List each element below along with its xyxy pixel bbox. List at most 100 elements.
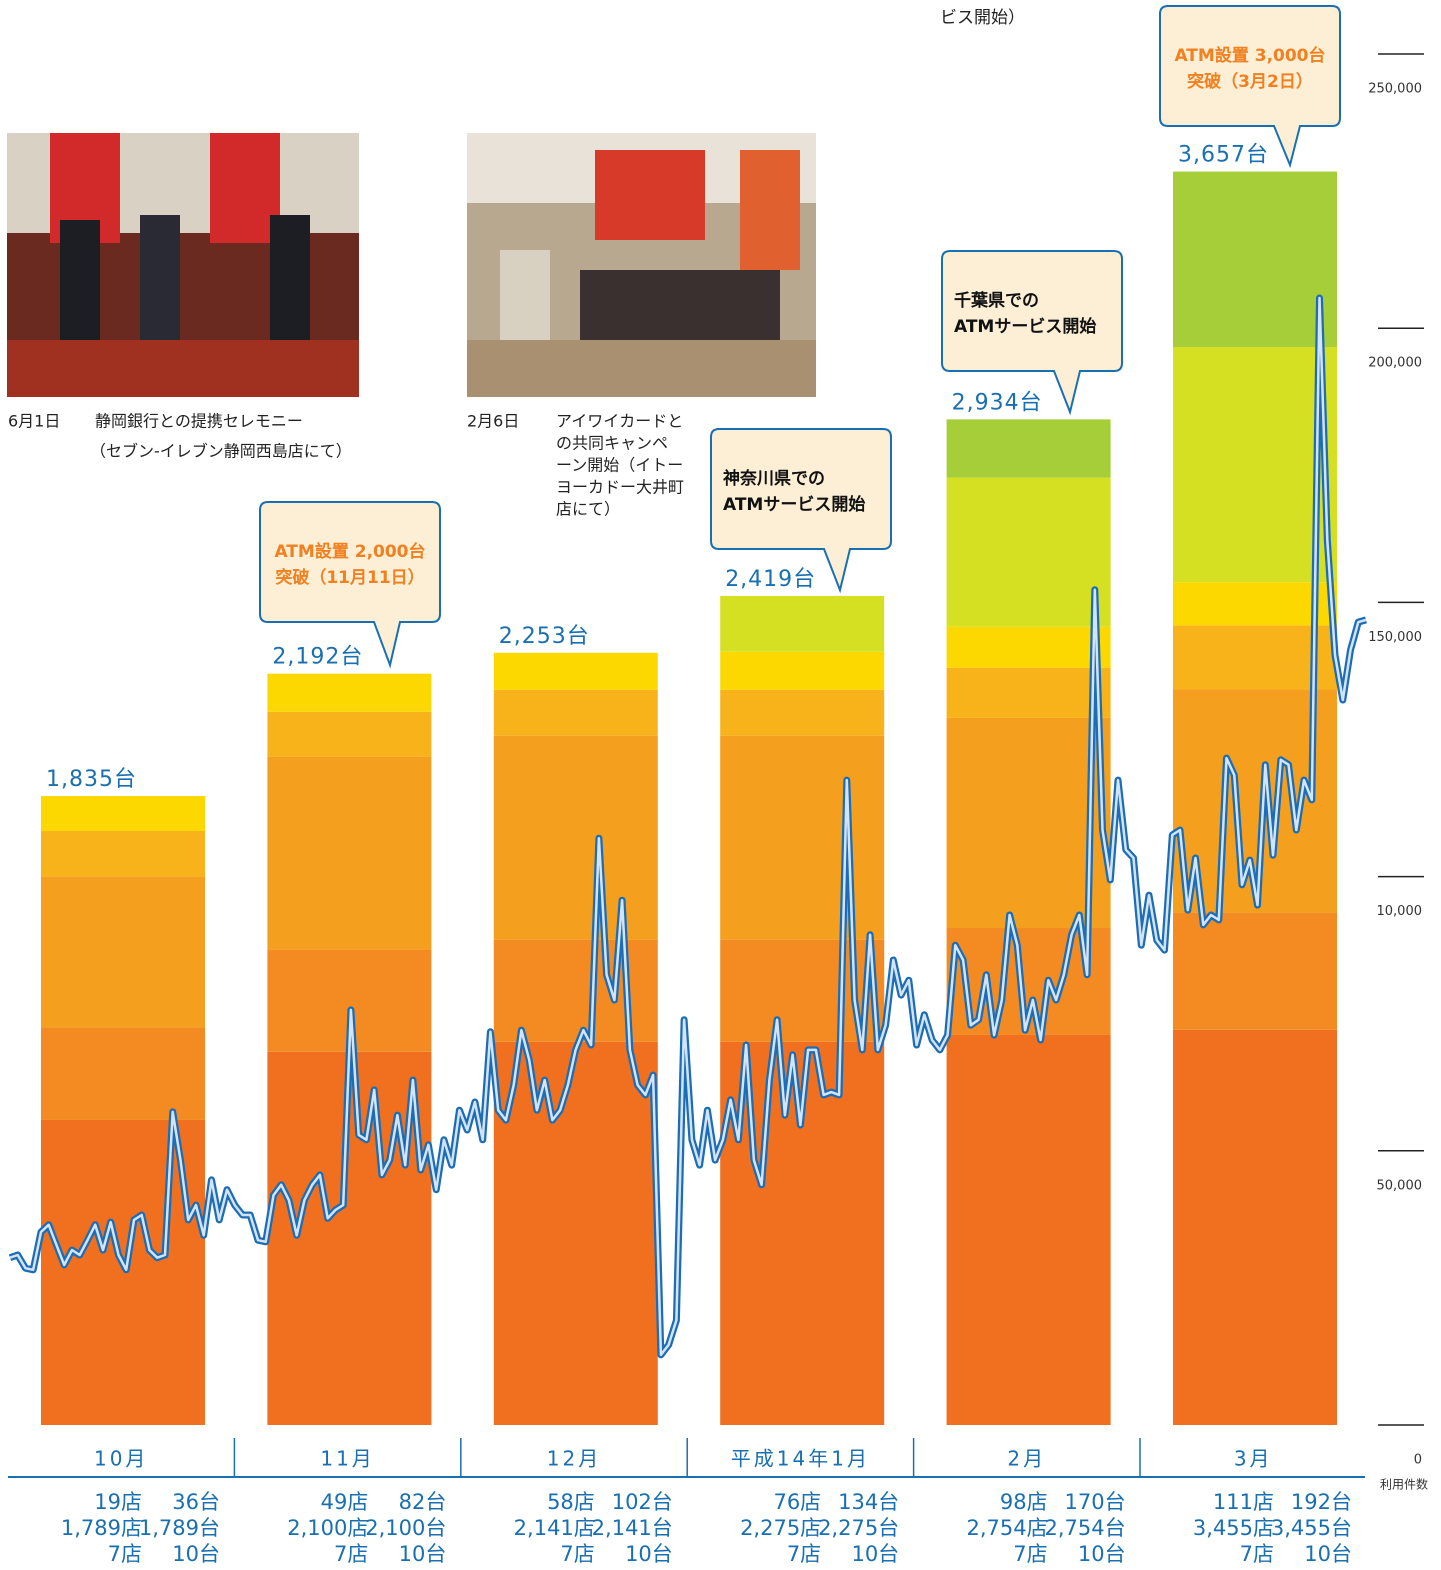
table-cell: 2,754台 (1044, 1516, 1125, 1540)
total-label: 2,253台 (499, 624, 590, 649)
table-cell: 82台 (399, 1490, 447, 1514)
total-label: 1,835台 (46, 767, 137, 792)
bar-segment (1173, 1030, 1337, 1425)
bar-segment (947, 478, 1111, 627)
photo (7, 133, 359, 397)
total-label: 2,192台 (272, 645, 363, 670)
total-label: 2,419台 (725, 567, 816, 592)
table-cell: 7店 (560, 1542, 594, 1566)
callout-text: ATMサービス開始 (723, 494, 865, 515)
bar-segment (1173, 172, 1337, 347)
table-cell: 10台 (1304, 1542, 1352, 1566)
caption: アイワイカードと (556, 412, 683, 431)
caption-date: 2月6日 (467, 412, 519, 431)
bar-segment (720, 596, 884, 652)
total-label: 2,934台 (952, 390, 1043, 415)
month-label: 平成14年1月 (731, 1447, 870, 1471)
month-label: 3月 (1234, 1447, 1273, 1471)
table-cell: 3,455店 (1193, 1516, 1274, 1540)
y-tick-label: 150,000 (1368, 630, 1422, 645)
annotation: ビス開始） (940, 8, 1025, 28)
table-cell: 58店 (547, 1490, 595, 1514)
table-cell: 98店 (1000, 1490, 1048, 1514)
bar-segment (720, 652, 884, 690)
bar-segment (267, 674, 431, 712)
table-cell: 1,789店 (61, 1516, 142, 1540)
table-cell: 3,455台 (1271, 1516, 1352, 1540)
table-cell: 102台 (612, 1490, 673, 1514)
y-tick-label: 200,000 (1368, 356, 1422, 371)
table-cell: 134台 (838, 1490, 899, 1514)
table-cell: 2,100店 (287, 1516, 368, 1540)
month-label: 12月 (547, 1447, 601, 1471)
bar-segment (947, 668, 1111, 718)
month-label: 10月 (94, 1447, 148, 1471)
table-cell: 7店 (1013, 1542, 1047, 1566)
bar-segment (947, 419, 1111, 477)
bar-segment (494, 736, 658, 940)
bar-segment (41, 831, 205, 876)
caption: ーン開始（イトー (556, 456, 683, 475)
y-tick-label: 10,000 (1377, 904, 1423, 919)
table-cell: 2,100台 (365, 1516, 446, 1540)
bar-segment (1173, 913, 1337, 1030)
table-cell: 2,141台 (592, 1516, 673, 1540)
bar-segment (494, 940, 658, 1042)
y-tick-label: 50,000 (1377, 1178, 1423, 1193)
y-tick-label: 0 (1414, 1453, 1422, 1468)
callout-text: ATM設置 2,000台 (274, 541, 425, 562)
table-cell: 10台 (625, 1542, 673, 1566)
table-cell: 7店 (108, 1542, 142, 1566)
bar-segment (720, 690, 884, 736)
table-cell: 19店 (94, 1490, 142, 1514)
table-cell: 76店 (773, 1490, 821, 1514)
total-label: 3,657台 (1178, 143, 1269, 168)
table-cell: 7店 (787, 1542, 821, 1566)
table-cell: 36台 (172, 1490, 220, 1514)
caption-date: 6月1日 (8, 412, 60, 431)
chart: 0 50,000 10,000 150,000 200,000 250,000 利用件数 1,… (0, 0, 1441, 1570)
table-cell: 7店 (1240, 1542, 1274, 1566)
table-cell: 49店 (321, 1490, 369, 1514)
callout-text: 千葉県での (954, 290, 1039, 311)
callout-text: ATM設置 3,000台 (1174, 45, 1325, 66)
table-cell: 2,275店 (740, 1516, 821, 1540)
table-cell: 1,789台 (139, 1516, 220, 1540)
bar-segment (720, 736, 884, 940)
callout-text: 突破（11月11日） (275, 567, 424, 588)
table-cell: 10台 (1078, 1542, 1126, 1566)
axis-label: 利用件数 (1380, 1477, 1428, 1492)
table-cell: 10台 (172, 1542, 220, 1566)
caption: 店にて） (556, 500, 620, 519)
bar-segment (41, 876, 205, 1027)
bar-segment (41, 1027, 205, 1120)
month-label: 11月 (320, 1447, 374, 1471)
table-cell: 2,141店 (514, 1516, 595, 1540)
callout-text: 突破（3月2日） (1187, 71, 1313, 92)
bar-segment (494, 690, 658, 736)
caption: の共同キャンペ (556, 434, 668, 453)
bar-segment (947, 627, 1111, 668)
bar-segment (267, 712, 431, 757)
caption: （セブン-イレブン静岡西島店にて） (90, 442, 352, 461)
y-tick-label: 250,000 (1368, 82, 1422, 97)
month-label: 2月 (1007, 1447, 1046, 1471)
table-cell: 2,754店 (966, 1516, 1047, 1540)
caption: ヨーカドー大井町 (556, 478, 684, 497)
bar-segment (41, 796, 205, 831)
bar-segment (267, 757, 431, 950)
callout-text: 神奈川県での (723, 468, 825, 489)
bar-segment (494, 653, 658, 690)
table-cell: 10台 (851, 1542, 899, 1566)
table-cell: 170台 (1065, 1490, 1126, 1514)
table-cell: 111店 (1213, 1490, 1274, 1514)
photo (467, 133, 816, 397)
bar-segment (947, 1035, 1111, 1425)
table-cell: 10台 (399, 1542, 447, 1566)
bar-segment (494, 1042, 658, 1425)
callout-text: ATMサービス開始 (954, 316, 1096, 337)
caption: 静岡銀行との提携セレモニー (95, 412, 303, 431)
table-cell: 7店 (334, 1542, 368, 1566)
table-cell: 2,275台 (818, 1516, 899, 1540)
table-cell: 192台 (1291, 1490, 1352, 1514)
